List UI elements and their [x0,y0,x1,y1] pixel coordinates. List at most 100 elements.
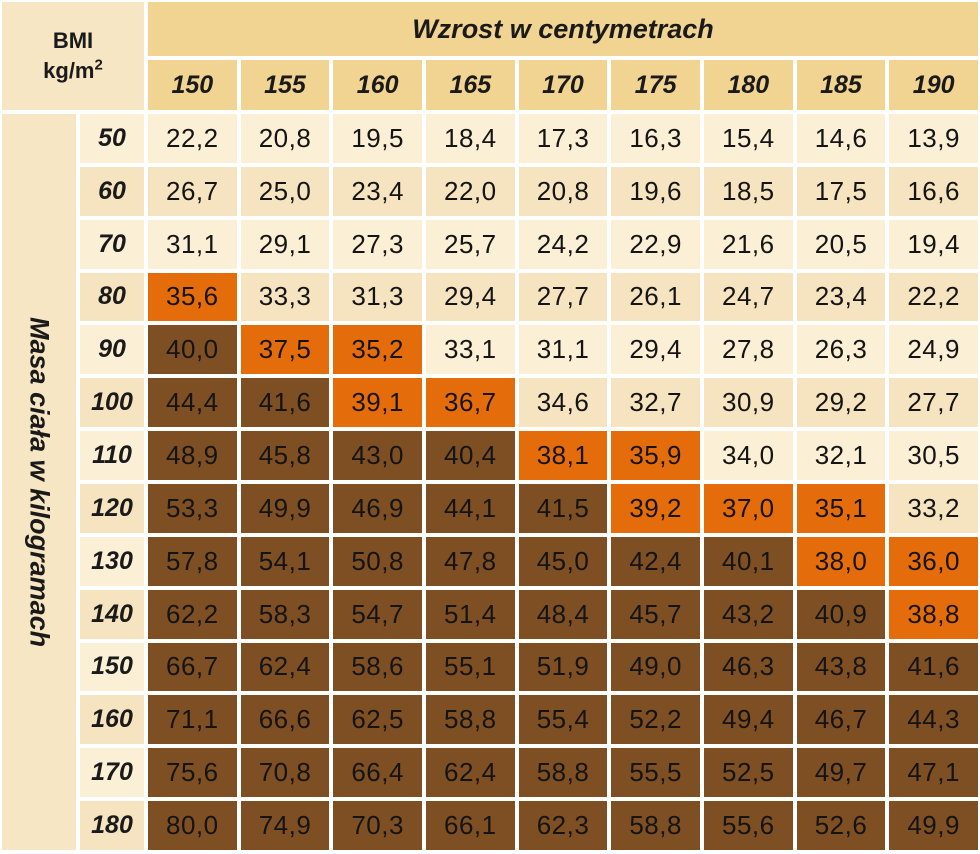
bmi-cell: 55,1 [425,642,515,692]
bmi-cell: 36,7 [425,378,515,428]
bmi-cell: 31,1 [518,325,608,375]
bmi-cell: 26,3 [796,325,886,375]
bmi-cell: 55,4 [518,695,608,745]
bmi-cell: 17,5 [796,166,886,216]
bmi-cell: 45,8 [240,431,330,480]
bmi-cell: 36,0 [889,536,978,586]
bmi-cell: 43,0 [333,431,422,480]
bmi-cell: 58,8 [611,801,700,850]
bmi-cell: 48,4 [518,589,608,639]
bmi-cell: 58,3 [240,589,330,639]
bmi-cell: 25,0 [240,166,330,216]
height-tick-180: 180 [703,60,793,110]
bmi-cell: 24,2 [518,219,608,269]
bmi-cell: 39,2 [611,484,700,533]
bmi-cell: 33,3 [240,272,330,322]
bmi-cell: 35,2 [333,325,422,375]
bmi-cell: 23,4 [796,272,886,322]
bmi-cell: 30,9 [703,378,793,428]
bmi-cell: 35,1 [796,484,886,533]
bmi-cell: 31,1 [148,219,237,269]
bmi-cell: 71,1 [148,695,237,745]
weight-tick-170: 170 [80,748,144,798]
corner-bmi-label: BMI [52,28,94,53]
bmi-cell: 13,9 [889,114,978,163]
bmi-cell: 53,3 [148,484,237,533]
bmi-cell: 44,1 [425,484,515,533]
weight-tick-50: 50 [80,114,144,163]
bmi-cell: 39,1 [333,378,422,428]
bmi-cell: 45,0 [518,536,608,586]
bmi-cell: 46,9 [333,484,422,533]
bmi-cell: 43,2 [703,589,793,639]
bmi-cell: 58,6 [333,642,422,692]
bmi-cell: 22,2 [148,114,237,163]
bmi-cell: 33,2 [889,484,978,533]
weight-tick-100: 100 [80,378,144,428]
bmi-unit-corner: BMI kg/m2 [2,2,144,110]
bmi-cell: 58,8 [425,695,515,745]
weight-tick-110: 110 [80,431,144,480]
bmi-cell: 52,6 [796,801,886,850]
bmi-cell: 70,8 [240,748,330,798]
bmi-cell: 40,9 [796,589,886,639]
bmi-cell: 41,6 [240,378,330,428]
height-axis-title: Wzrost w centymetrach [148,2,978,56]
bmi-cell: 47,8 [425,536,515,586]
bmi-cell: 37,0 [703,484,793,533]
bmi-cell: 24,9 [889,325,978,375]
bmi-cell: 66,6 [240,695,330,745]
bmi-cell: 62,4 [425,748,515,798]
bmi-cell: 48,9 [148,431,237,480]
height-tick-190: 190 [889,60,978,110]
bmi-cell: 38,1 [518,431,608,480]
bmi-cell: 35,9 [611,431,700,480]
bmi-cell: 42,4 [611,536,700,586]
bmi-cell: 38,8 [889,589,978,639]
weight-axis-title-cell: Masa ciała w kilogramach [2,114,76,850]
bmi-cell: 17,3 [518,114,608,163]
bmi-cell: 40,0 [148,325,237,375]
bmi-cell: 70,3 [333,801,422,850]
bmi-cell: 34,6 [518,378,608,428]
bmi-cell: 34,0 [703,431,793,480]
bmi-cell: 21,6 [703,219,793,269]
bmi-cell: 19,5 [333,114,422,163]
bmi-cell: 26,7 [148,166,237,216]
height-tick-165: 165 [425,60,515,110]
bmi-cell: 40,4 [425,431,515,480]
corner-unit-label: kg/m2 [43,56,103,86]
weight-tick-140: 140 [80,589,144,639]
corner-unit-exponent: 2 [94,56,103,74]
bmi-cell: 27,7 [889,378,978,428]
bmi-cell: 52,5 [703,748,793,798]
bmi-cell: 57,8 [148,536,237,586]
bmi-cell: 47,1 [889,748,978,798]
height-tick-150: 150 [148,60,237,110]
bmi-cell: 75,6 [148,748,237,798]
bmi-cell: 49,0 [611,642,700,692]
bmi-cell: 19,4 [889,219,978,269]
bmi-cell: 27,3 [333,219,422,269]
bmi-cell: 33,1 [425,325,515,375]
bmi-cell: 29,4 [425,272,515,322]
bmi-cell: 44,4 [148,378,237,428]
weight-tick-120: 120 [80,484,144,533]
bmi-cell: 54,7 [333,589,422,639]
bmi-cell: 22,2 [889,272,978,322]
bmi-cell: 58,8 [518,748,608,798]
weight-tick-60: 60 [80,166,144,216]
bmi-cell: 46,7 [796,695,886,745]
bmi-cell: 20,8 [518,166,608,216]
bmi-cell: 16,6 [889,166,978,216]
bmi-cell: 31,3 [333,272,422,322]
bmi-cell: 35,6 [148,272,237,322]
bmi-cell: 20,8 [240,114,330,163]
bmi-cell: 15,4 [703,114,793,163]
weight-axis-title: Masa ciała w kilogramach [24,316,55,648]
bmi-cell: 18,4 [425,114,515,163]
bmi-cell: 44,3 [889,695,978,745]
bmi-cell: 29,2 [796,378,886,428]
bmi-cell: 49,4 [703,695,793,745]
bmi-cell: 37,5 [240,325,330,375]
